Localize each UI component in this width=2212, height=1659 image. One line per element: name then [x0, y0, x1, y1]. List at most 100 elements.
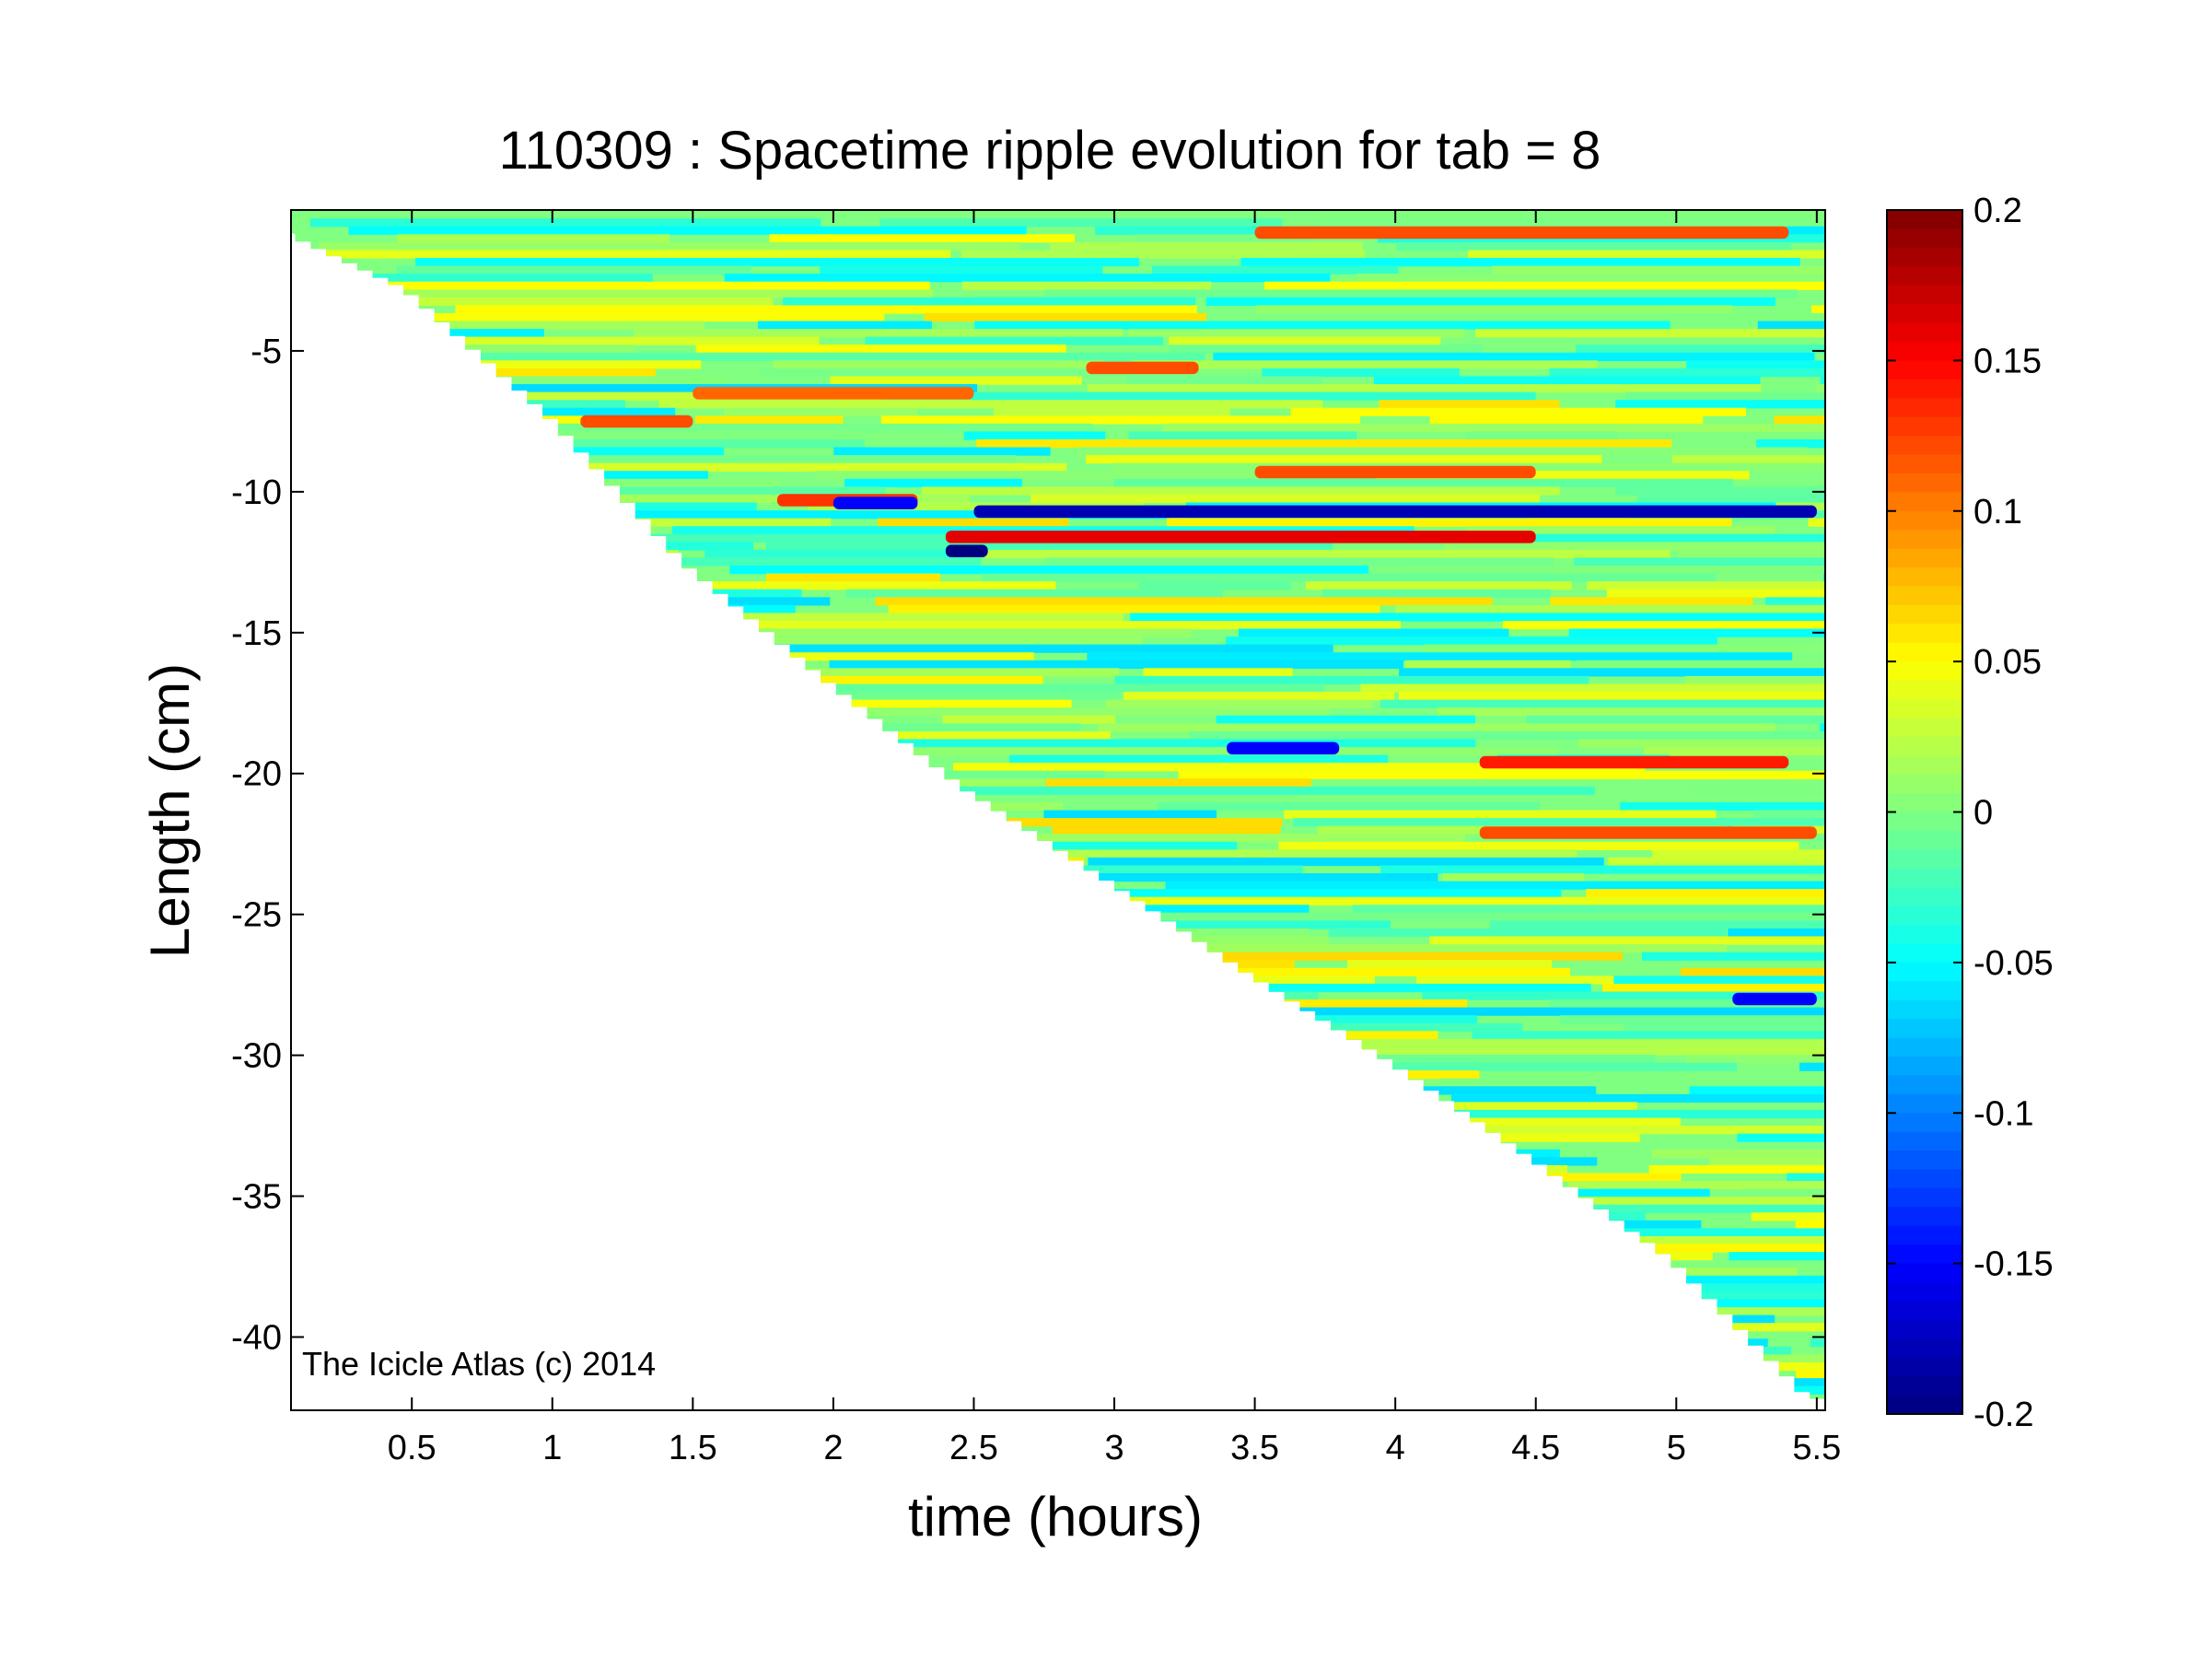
ripple-cell [1398, 692, 1825, 701]
ripple-cell [1208, 967, 1571, 976]
ripple-cell [657, 652, 1034, 661]
annotation-layer: The Icicle Atlas (c) 2014 [302, 1345, 656, 1383]
ripple-cell [1437, 707, 1825, 717]
ripple-cell [634, 329, 1123, 338]
colorbar-swatch [1887, 1169, 1962, 1189]
ripple-cell [1728, 929, 1825, 938]
ripple-cell [368, 384, 978, 393]
colorbar-tick-label: -0.15 [1973, 1245, 2054, 1284]
ripple-cell [1061, 952, 1624, 961]
ripple-cell [1248, 312, 1825, 322]
ripple-band [1254, 226, 1789, 240]
x-tick-label: 4 [1386, 1429, 1405, 1467]
ripple-cell [783, 297, 1196, 306]
ripple-cell [963, 431, 1106, 440]
ripple-cell [1598, 1275, 1825, 1284]
colorbar-swatch [1887, 530, 1962, 550]
ripple-cell [1328, 929, 1728, 938]
x-tick-label: 5 [1667, 1429, 1686, 1467]
ripple-cell [1213, 352, 1815, 361]
ripple-cell [1239, 628, 1509, 637]
ripple-cell [672, 526, 1415, 535]
ripple-cell [1105, 699, 1373, 708]
ripple-cell [311, 462, 1067, 472]
ripple-band [1086, 361, 1199, 375]
colorbar-swatch [1887, 360, 1962, 380]
ripple-cell [1608, 857, 1825, 867]
ripple-cell [1765, 597, 1825, 606]
ripple-cell [1284, 810, 1717, 819]
colorbar-swatch [1887, 1338, 1962, 1359]
ripple-cell [1429, 936, 1825, 945]
ripple-cell [695, 345, 1066, 354]
ripple-cell [403, 312, 885, 322]
ripple-cell [724, 407, 918, 416]
colorbar-swatch [1887, 1225, 1962, 1245]
colorbar-swatch [1887, 999, 1962, 1020]
ripple-cell [1442, 873, 1584, 882]
ripple-cell [769, 234, 1076, 243]
ripple-cell [1396, 241, 1792, 251]
colorbar-swatch [1887, 1301, 1962, 1321]
colorbar-swatch [1887, 1395, 1962, 1415]
ripple-cell [413, 391, 887, 401]
ripple-band [945, 531, 1536, 543]
ripple-band [693, 387, 974, 400]
ripple-cell [1087, 652, 1793, 661]
ripple-cell [455, 305, 1197, 314]
ripple-cell [1293, 818, 1825, 827]
ripple-cell [1489, 920, 1825, 929]
colorbar-swatch [1887, 548, 1962, 568]
y-tick-label: -25 [231, 896, 282, 935]
colorbar-swatch [1887, 887, 1962, 907]
ripple-cell [1467, 250, 1825, 259]
ripple-cell [600, 668, 1120, 677]
ripple-cell [1799, 1062, 1825, 1071]
ripple-cell [974, 321, 1671, 330]
ripple-cell [865, 336, 1164, 345]
colorbar-tick-label: 0.15 [1973, 342, 2042, 380]
ripple-cell [1466, 431, 1619, 440]
ripple-cell [506, 423, 1093, 432]
colorbar-swatch [1887, 1019, 1962, 1039]
colorbar-swatch [1887, 1037, 1962, 1057]
ripple-band [580, 415, 693, 428]
ripple-cell [808, 502, 1144, 511]
ripple-cell [1429, 415, 1704, 425]
colorbar-ticks: 0.2 0.15 0.1 0.05 0 -0.05 -0.1 -0.15 -0.2 [1887, 192, 2054, 1434]
ripple-cell [1303, 1062, 1738, 1071]
y-tick-label: -15 [231, 614, 282, 653]
ripple-cell [1007, 818, 1283, 827]
colorbar-swatch [1887, 1244, 1962, 1265]
colorbar-swatch [1887, 793, 1962, 813]
colorbar-swatch [1887, 774, 1962, 794]
colorbar-tick-label: -0.2 [1973, 1396, 2033, 1434]
ripple-cell [1424, 644, 1825, 653]
ripple-cell [1615, 486, 1825, 496]
ripple-cell [1550, 999, 1825, 1009]
colorbar-swatch [1887, 698, 1962, 719]
ripple-cell [1347, 960, 1553, 969]
colorbar-tick-label: 0.05 [1973, 643, 2042, 682]
ripple-cell [1260, 999, 1468, 1009]
ripple-cell [1811, 305, 1825, 314]
y-axis-label: Length (cm) [139, 663, 201, 958]
ripple-cell [1737, 1133, 1825, 1142]
ripple-cell [696, 730, 1111, 741]
ripple-cell [1255, 305, 1732, 314]
x-axis-label: time (hours) [908, 1486, 1203, 1548]
colorbar-tick-label: 0.1 [1973, 493, 2022, 532]
ripple-cell [1443, 542, 1825, 551]
ripple-cell [976, 439, 1672, 449]
ripple-cell [1262, 368, 1460, 378]
ripple-cell [766, 573, 940, 582]
x-tick-label: 1.5 [669, 1429, 717, 1467]
ripple-cell [1549, 368, 1825, 378]
ripple-cell [418, 321, 705, 330]
ripple-cell [1052, 825, 1281, 835]
colorbar-swatch [1887, 1056, 1962, 1077]
ripple-cell [1169, 336, 1441, 345]
colorbar-swatch [1887, 624, 1962, 644]
y-tick-label: -5 [250, 333, 282, 371]
ripple-cell [807, 747, 1558, 756]
